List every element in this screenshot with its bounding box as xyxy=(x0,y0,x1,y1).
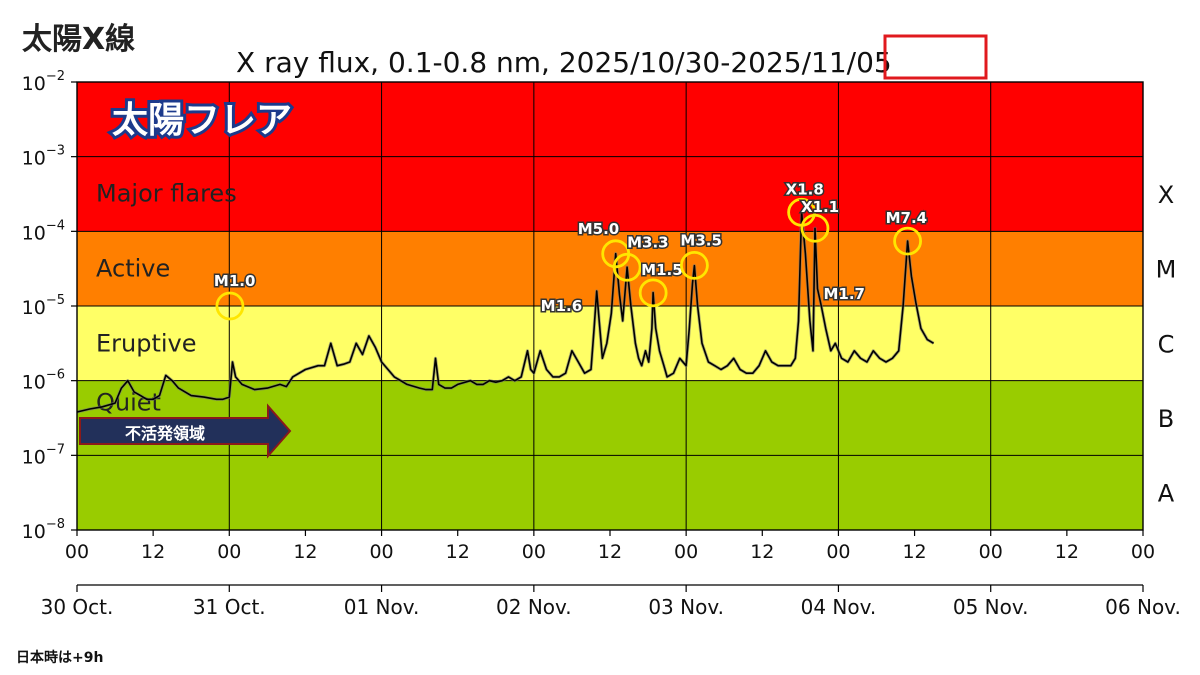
flux-series xyxy=(76,210,935,414)
x-axis: 00 12 00 12 00 12 00 12 00 12 00 12 00 12 00 30 Oct. 31 … xyxy=(41,530,1181,619)
zone-label-0: Major flares xyxy=(96,179,237,207)
zone-1 xyxy=(77,231,1143,306)
class-label-4: A xyxy=(1158,480,1175,508)
flare-circle-7 xyxy=(800,213,830,243)
flare-label-4: M1.5 xyxy=(641,261,683,279)
y-tick-label-6: 10−8 xyxy=(22,517,65,543)
x-date-label-6: 05 Nov. xyxy=(953,595,1029,619)
flare-label-9: M7.4 xyxy=(886,209,928,227)
class-label-2: C xyxy=(1158,330,1175,358)
zone-labels: Major flares Active Eruptive Quiet xyxy=(96,179,237,416)
title-highlight-box xyxy=(883,34,988,80)
flare-markers: M1.0 M5.0 M3.3 M1.6 M1.5 M3.5 X1.8X1.1 M1.7 M7.4 xyxy=(212,179,929,321)
chart-title-prefix: X ray flux, 0.1-0.8 nm, 2025/10/30-2025/ xyxy=(236,46,812,79)
x-date-label-7: 06 Nov. xyxy=(1105,595,1181,619)
y-tick-label-2: 10−4 xyxy=(22,218,65,244)
y-tick-label-0: 10−2 xyxy=(22,69,65,95)
chart-title-highlight: 11/05 xyxy=(811,46,892,79)
flare-circle-9 xyxy=(893,226,922,256)
chart-title: X ray flux, 0.1-0.8 nm, 2025/10/30-2025/… xyxy=(236,46,892,79)
x-hour-label-8: 00 xyxy=(674,541,698,563)
quiet-arrow-label: 不活発領域 xyxy=(125,424,205,443)
x-hour-label-4: 00 xyxy=(369,541,393,563)
flare-label-0: M1.0 xyxy=(214,272,256,290)
header-title: 太陽X線 xyxy=(22,22,135,57)
x-hour-label-5: 12 xyxy=(446,541,470,563)
x-hour-label-9: 12 xyxy=(750,541,774,563)
y-tick-label-5: 10−7 xyxy=(22,442,65,468)
x-date-label-5: 04 Nov. xyxy=(801,595,877,619)
series-line-0 xyxy=(76,211,935,413)
flare-label-7: X1.1 xyxy=(801,198,839,216)
x-hour-label-1: 12 xyxy=(141,541,165,563)
zone-label-2: Eruptive xyxy=(96,329,197,357)
flare-class-axis: X M C B A xyxy=(1156,181,1177,508)
x-date-label-0: 30 Oct. xyxy=(41,595,114,619)
flare-label-6: X1.8 xyxy=(786,180,824,198)
x-hour-label-13: 12 xyxy=(1055,541,1079,563)
y-tick-label-3: 10−5 xyxy=(22,293,65,319)
flare-circle-0 xyxy=(215,291,245,321)
x-hour-label-2: 00 xyxy=(217,541,241,563)
x-date-label-4: 03 Nov. xyxy=(648,595,724,619)
flare-label-2: M3.3 xyxy=(627,233,669,251)
flare-label-5: M3.5 xyxy=(680,231,722,249)
class-label-0: X xyxy=(1158,181,1174,209)
y-axis: 10−2 10−3 10−4 10−5 10−6 10−7 10−8 xyxy=(22,69,77,543)
x-hour-label-6: 00 xyxy=(522,541,546,563)
class-label-1: M xyxy=(1156,256,1177,284)
quiet-region-arrow: 不活発領域 xyxy=(79,403,292,459)
grid-lines xyxy=(77,82,1143,530)
x-hour-label-11: 12 xyxy=(902,541,926,563)
x-hour-label-7: 12 xyxy=(598,541,622,563)
x-hour-label-10: 00 xyxy=(826,541,850,563)
solar-flare-banner: 太陽フレア xyxy=(112,100,292,141)
x-date-label-3: 02 Nov. xyxy=(496,595,572,619)
footnote: 日本時は+9h xyxy=(16,649,103,666)
x-hour-label-0: 00 xyxy=(65,541,89,563)
x-hour-label-3: 12 xyxy=(293,541,317,563)
x-hour-label-14: 00 xyxy=(1131,541,1155,563)
y-tick-label-1: 10−3 xyxy=(22,144,65,170)
x-date-label-2: 01 Nov. xyxy=(344,595,420,619)
flare-circle-4 xyxy=(638,278,668,308)
flare-circle-5 xyxy=(679,250,709,280)
flare-label-1: M5.0 xyxy=(578,220,620,238)
zone-label-3: Quiet xyxy=(96,389,161,417)
flare-label-8: M1.7 xyxy=(823,285,865,303)
x-date-label-1: 31 Oct. xyxy=(193,595,266,619)
zone-label-1: Active xyxy=(96,255,170,283)
class-label-3: B xyxy=(1158,405,1174,433)
x-hour-label-12: 00 xyxy=(979,541,1003,563)
flare-label-3: M1.6 xyxy=(541,297,583,315)
y-tick-label-4: 10−6 xyxy=(22,368,65,394)
flare-circle-2 xyxy=(612,252,642,282)
